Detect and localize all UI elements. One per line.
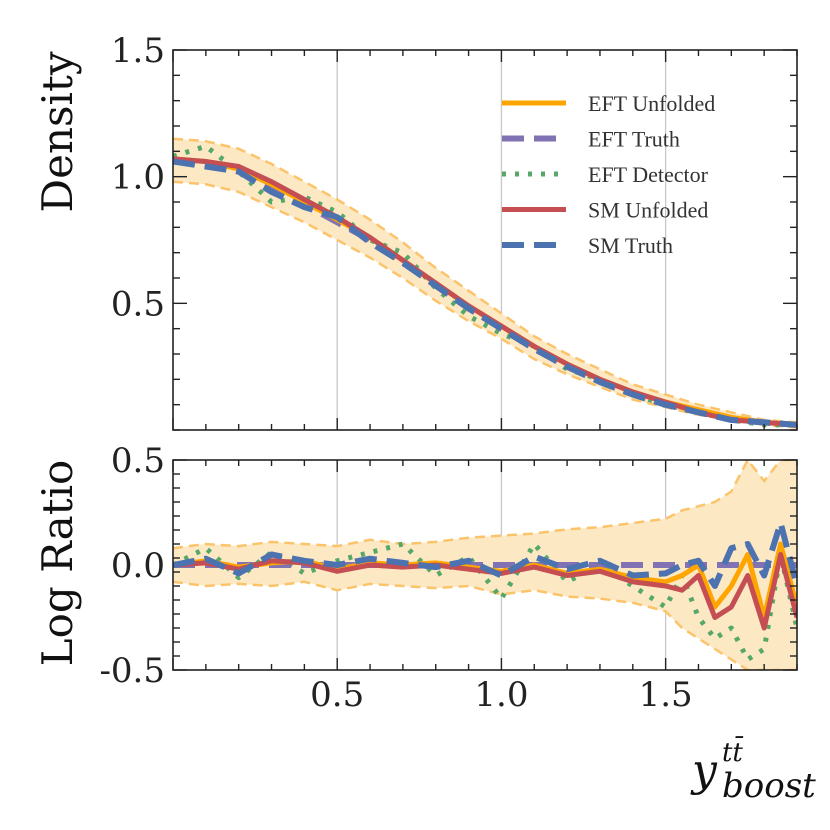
series-sm-truth-0	[173, 158, 797, 428]
x-axis-label: y tt̄ boost	[690, 735, 816, 806]
band-edge-lower-1	[173, 580, 797, 670]
bottom-ylabel: Log Ratio	[33, 460, 82, 667]
legend: EFT Unfolded EFT Truth EFT Detector SM Unfo…	[502, 91, 715, 258]
legend-label-1: EFT Truth	[588, 127, 680, 152]
legend-label-2: EFT Detector	[588, 162, 709, 187]
xtick-label-0: 0.5	[310, 675, 364, 715]
ytick-label-1-1: 0.0	[111, 546, 165, 586]
ytick-label-0-2: 1.5	[111, 31, 165, 71]
ytick-label-0-1: 1.0	[111, 158, 165, 198]
plot-frame-1	[172, 459, 798, 671]
series-eft-detector-0	[173, 143, 797, 428]
ytick-label-0-0: 0.5	[111, 284, 165, 324]
series-sm-truth-1	[173, 520, 797, 589]
top-panel: 0.5 1.0 1.5	[111, 31, 798, 431]
top-ylabel: Density	[33, 51, 82, 212]
x-axis-label-base: y	[690, 745, 718, 796]
legend-label-3: SM Unfolded	[588, 198, 708, 223]
x-axis-label-sup: tt̄	[722, 735, 744, 768]
xtick-label-1: 1.0	[474, 675, 528, 715]
plot-frame-0	[172, 49, 798, 431]
xtick-label-2: 1.5	[639, 675, 693, 715]
ytick-label-1-2: 0.5	[111, 441, 165, 481]
legend-label-0: EFT Unfolded	[588, 91, 715, 116]
bottom-panel: -0.5 0.0 0.5 0.5 1.0 1.5	[99, 441, 798, 715]
x-axis-label-sub: boost	[722, 766, 816, 806]
band-edge-upper-0	[173, 137, 797, 424]
ytick-label-1-0: -0.5	[99, 651, 165, 691]
legend-label-4: SM Truth	[588, 233, 673, 258]
